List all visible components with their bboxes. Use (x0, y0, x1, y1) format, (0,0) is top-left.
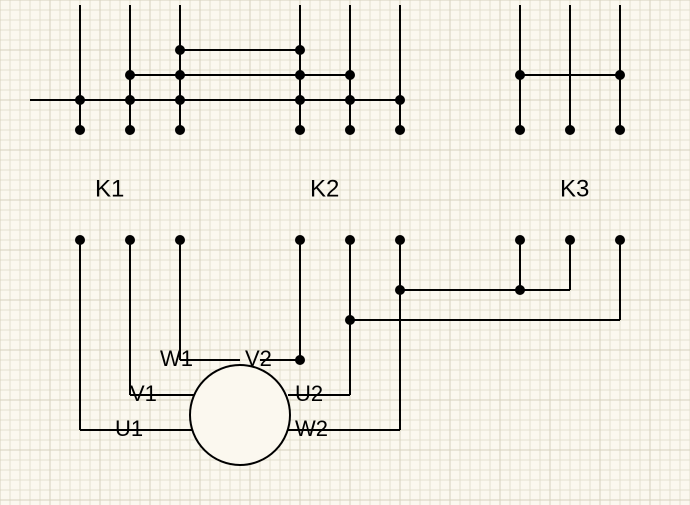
W2-label: W2 (295, 416, 328, 441)
junction-node (175, 70, 185, 80)
upper-terminal (395, 125, 405, 135)
junction-node (175, 45, 185, 55)
V1-label: V1 (130, 381, 157, 406)
upper-terminal (515, 125, 525, 135)
junction-node (515, 285, 525, 295)
junction-node (395, 95, 405, 105)
upper-terminal (565, 125, 575, 135)
junction-node (515, 70, 525, 80)
junction-node (345, 95, 355, 105)
upper-terminal (295, 125, 305, 135)
junction-node (125, 70, 135, 80)
U2-label: U2 (295, 381, 323, 406)
junction-node (295, 95, 305, 105)
junction-node (295, 70, 305, 80)
K3-label: K3 (560, 175, 589, 202)
K2-label: K2 (310, 175, 339, 202)
junction-node (345, 70, 355, 80)
upper-terminal (345, 125, 355, 135)
junction-node (175, 95, 185, 105)
junction-node (75, 95, 85, 105)
junction-node (345, 315, 355, 325)
junction-node (295, 355, 305, 365)
upper-terminal (75, 125, 85, 135)
upper-terminal (175, 125, 185, 135)
K1-label: K1 (95, 175, 124, 202)
junction-node (615, 70, 625, 80)
W1-label: W1 (160, 346, 193, 371)
V2-label: V2 (245, 346, 272, 371)
motor-symbol (190, 365, 290, 465)
upper-terminal (125, 125, 135, 135)
upper-terminal (615, 125, 625, 135)
U1-label: U1 (115, 416, 143, 441)
junction-node (125, 95, 135, 105)
junction-node (295, 45, 305, 55)
